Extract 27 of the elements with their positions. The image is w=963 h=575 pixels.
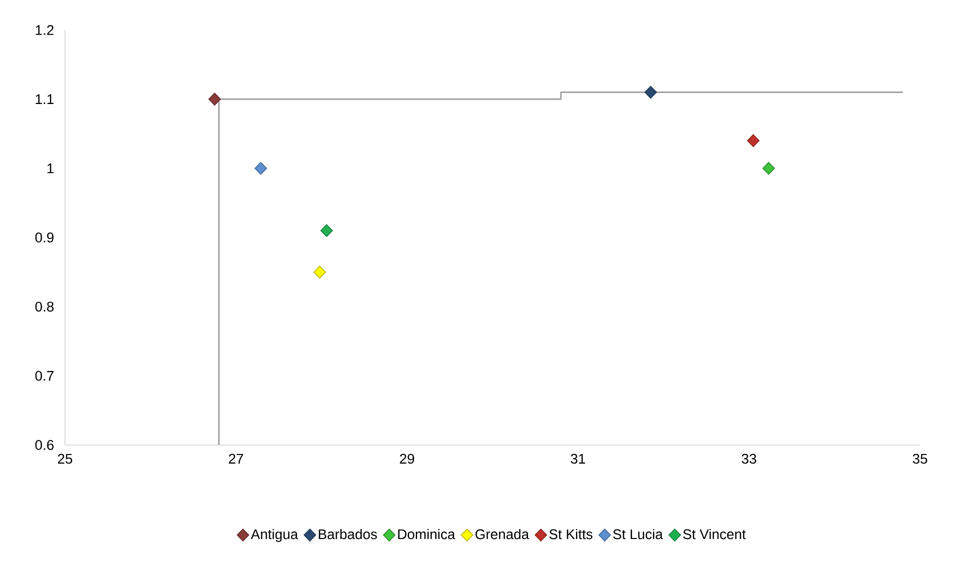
point — [314, 266, 326, 278]
legend-label: Dominica — [398, 528, 456, 540]
point — [320, 224, 333, 237]
y-tick-label: 0.9 — [35, 232, 54, 242]
legend-label: Barbados — [318, 528, 377, 540]
x-tick-label: 25 — [58, 454, 72, 464]
y-tick-label: 1 — [47, 164, 54, 174]
y-tick-label: 0.7 — [35, 370, 54, 381]
legend-label: St Vincent — [683, 528, 746, 540]
x-tick-label: 27 — [228, 454, 244, 464]
y-tick-label: 0.6 — [35, 440, 54, 450]
y-tick-label: 1.1 — [36, 94, 54, 104]
point — [747, 134, 760, 148]
legend-label: Antigua — [250, 528, 298, 542]
legend-label: St Kitts — [549, 528, 592, 540]
legend-label: St Lucia — [613, 528, 663, 540]
x-tick-label: 35 — [912, 454, 928, 464]
y-tick-label: 0.8 — [35, 302, 54, 312]
point — [208, 92, 221, 106]
point — [644, 86, 657, 99]
point — [762, 162, 775, 175]
point — [254, 162, 268, 175]
x-tick-label: 31 — [570, 454, 586, 464]
legend-label: Grenada — [476, 528, 530, 540]
y-tick-label: 1.2 — [36, 25, 54, 35]
x-tick-label: 33 — [742, 454, 756, 464]
x-tick-label: 29 — [400, 454, 414, 464]
